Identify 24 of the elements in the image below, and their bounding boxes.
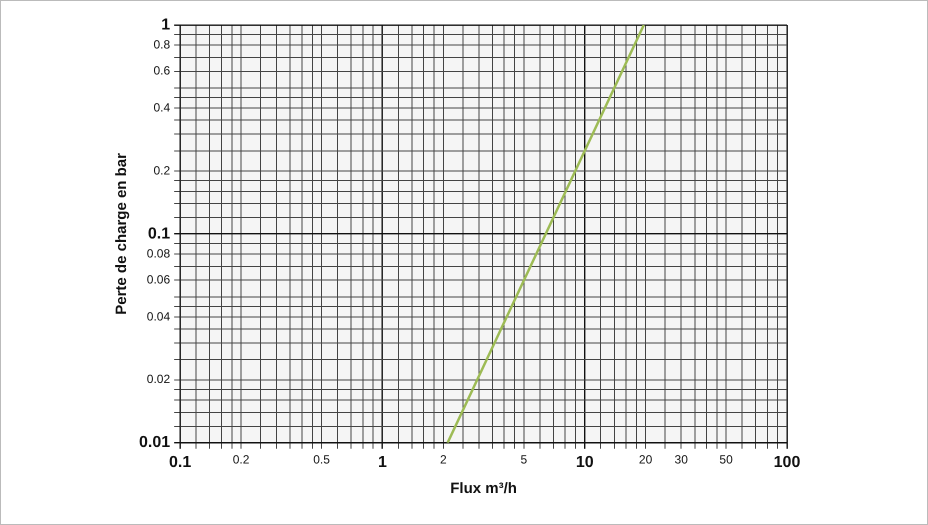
x-axis-title: Flux m³/h [450, 480, 517, 498]
y-axis-title: Perte de charge en bar [113, 152, 130, 315]
y-tick-label: 0.2 [153, 163, 170, 178]
y-tick-label: 0.02 [146, 372, 170, 386]
y-tick-label: 0.1 [148, 225, 170, 242]
x-tick-label: 50 [719, 452, 734, 466]
x-tick-label: 0.1 [169, 454, 192, 471]
x-tick-label: 0.5 [313, 452, 330, 466]
y-tick-label: 0.6 [153, 64, 170, 78]
x-tick-label: 1 [378, 454, 387, 471]
x-tick-label: 30 [674, 452, 688, 466]
y-tick-label: 0.08 [146, 246, 170, 260]
y-tick-label: 0.01 [139, 434, 170, 452]
y-tick-label: 0.06 [146, 272, 170, 287]
y-tick-label: 1 [161, 16, 170, 34]
x-tick-label: 20 [638, 452, 653, 466]
y-tick-label: 0.4 [153, 100, 170, 114]
x-tick-label: 100 [774, 454, 800, 471]
y-tick-label: 0.04 [146, 309, 170, 324]
x-tick-label: 2 [440, 452, 447, 466]
x-tick-label: 0.2 [232, 452, 250, 466]
x-tick-label: 5 [520, 452, 528, 466]
y-tick-label: 0.8 [153, 38, 170, 52]
x-tick-label: 10 [576, 454, 594, 471]
